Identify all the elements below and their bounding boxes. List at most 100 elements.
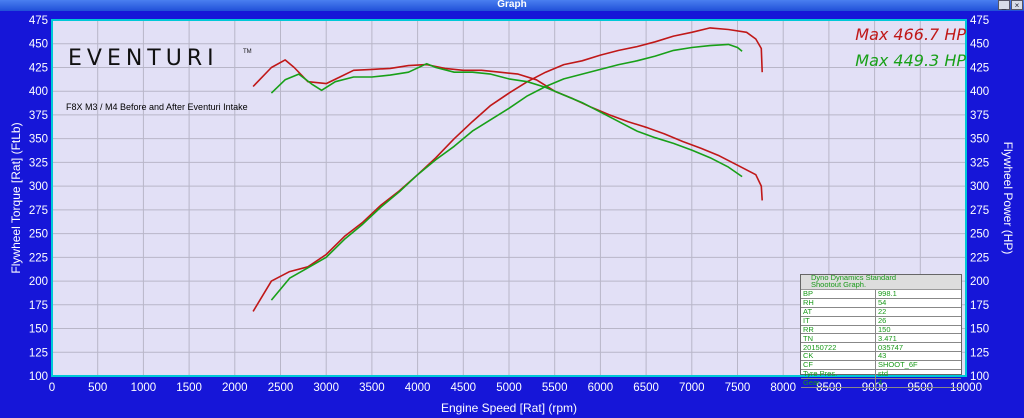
y-tick-label-left: 325 (29, 157, 48, 169)
info-value: 54 (875, 298, 961, 308)
info-key: BP (801, 290, 876, 299)
green-torque-curve (270, 62, 743, 178)
window-title: Graph (497, 0, 527, 10)
info-row: CF SHOOT_6F (801, 360, 961, 371)
y-tick-label-left: 275 (29, 205, 48, 217)
x-tick-label: 8000 (770, 382, 796, 394)
y-tick-label-left: 450 (29, 39, 48, 51)
info-row: CK 43 (801, 351, 961, 362)
info-value: 22 (875, 307, 961, 317)
x-tick-label: 3000 (313, 382, 339, 394)
y-tick-label-right: 275 (970, 205, 989, 217)
info-value: 4 (875, 378, 961, 388)
x-axis-label: Engine Speed [Rat] (rpm) (441, 401, 577, 415)
info-value: 998.1 (875, 290, 961, 299)
max-hp-green-label: Max 449.3 HP (855, 51, 966, 70)
y-ticks-right: 100 125 150 175 200 225 250 275 300 325 350 375 400 4… (970, 15, 989, 383)
info-key: CK (801, 351, 876, 362)
y-tick-label-right: 125 (970, 347, 989, 359)
info-value: 3.471 (875, 333, 961, 344)
chart-subtitle: F8X M3 / M4 Before and After Eventuri In… (66, 102, 248, 112)
window-titlebar: Graph _ × (0, 0, 1024, 11)
info-row: Tyre Pres. std (801, 369, 961, 379)
x-tick-label: 7500 (725, 382, 751, 394)
x-tick-label: 2500 (268, 382, 294, 394)
y-tick-label-right: 375 (970, 110, 989, 122)
info-table: BP 998.1 RH 54 AT 22 IT 26 RR 150 TN 3.471 20150722 0… (801, 290, 961, 388)
info-key: RH (801, 298, 876, 308)
info-key: Gear (801, 378, 876, 388)
info-value: 035747 (875, 342, 961, 353)
red-torque-curve (252, 59, 763, 201)
x-tick-label: 0 (49, 382, 55, 394)
y-tick-label-right: 100 (970, 371, 989, 383)
y-tick-label-left: 425 (29, 62, 48, 74)
y-tick-label-right: 400 (970, 86, 989, 98)
x-tick-label: 3500 (359, 382, 385, 394)
info-row: TN 3.471 (801, 333, 961, 344)
info-key: TN (801, 333, 876, 344)
logo-trademark: TM (243, 49, 252, 55)
info-value: std (875, 369, 961, 379)
y-tick-label-left: 375 (29, 110, 48, 122)
x-tick-label: 7000 (679, 382, 705, 394)
y-tick-label-left: 475 (29, 15, 48, 27)
y-tick-label-right: 225 (970, 252, 989, 264)
info-row: IT 26 (801, 316, 961, 326)
y-tick-label-right: 200 (970, 276, 989, 288)
y-tick-label-right: 475 (970, 15, 989, 27)
info-header-line-1: Dyno Dynamics Standard (811, 273, 897, 282)
x-tick-label: 6000 (588, 382, 614, 394)
x-tick-label: 1500 (176, 382, 202, 394)
y-tick-label-right: 450 (970, 39, 989, 51)
x-tick-label: 2000 (222, 382, 248, 394)
green-power-curve (270, 43, 743, 301)
info-key: CF (801, 360, 876, 371)
info-box-header: Dyno Dynamics Standard Shootout Graph. (801, 273, 961, 290)
x-tick-label: 5500 (542, 382, 568, 394)
eventuri-logo: EVENTURI (68, 46, 219, 71)
info-value: 150 (875, 325, 961, 335)
y-tick-label-left: 200 (29, 276, 48, 288)
x-tick-label: 4000 (405, 382, 431, 394)
y-axis-label-right: Flywheel Power (HP) (1001, 142, 1015, 255)
max-hp-red-label: Max 466.7 HP (855, 25, 966, 44)
info-key: 20150722 (801, 342, 876, 353)
x-tick-label: 1000 (131, 382, 157, 394)
info-row: BP 998.1 (801, 290, 961, 299)
info-row: AT 22 (801, 307, 961, 317)
minimize-button[interactable]: _ (998, 0, 1010, 10)
y-tick-label-left: 100 (29, 371, 48, 383)
y-tick-label-left: 300 (29, 181, 48, 193)
x-tick-label: 4500 (451, 382, 477, 394)
info-key: RR (801, 325, 876, 335)
info-row: 20150722 035747 (801, 342, 961, 353)
close-button[interactable]: × (1011, 0, 1023, 10)
y-tick-label-left: 400 (29, 86, 48, 98)
info-header-line-2: Shootout Graph. (811, 279, 867, 289)
y-tick-label-left: 150 (29, 324, 48, 336)
info-row: Gear 4 (801, 378, 961, 388)
y-tick-label-right: 425 (970, 62, 989, 74)
series-layer (252, 27, 763, 312)
y-tick-label-left: 225 (29, 252, 48, 264)
y-tick-label-left: 350 (29, 134, 48, 146)
info-key: Tyre Pres. (801, 369, 876, 379)
run-info-box: Dyno Dynamics Standard Shootout Graph. B… (800, 273, 962, 388)
y-tick-label-right: 325 (970, 157, 989, 169)
y-tick-label-right: 300 (970, 181, 989, 193)
y-ticks-left: 100 125 150 175 200 225 250 275 300 325 350 375 400 4… (29, 15, 48, 383)
y-axis-label-left: Flywheel Torque [Rat] (FtLb) (9, 122, 23, 273)
x-tick-label: 6500 (633, 382, 659, 394)
y-tick-label-right: 150 (970, 324, 989, 336)
y-tick-label-right: 250 (970, 229, 989, 241)
info-key: AT (801, 307, 876, 317)
info-row: RR 150 (801, 325, 961, 335)
info-value: 26 (875, 316, 961, 326)
y-tick-label-right: 350 (970, 134, 989, 146)
info-key: IT (801, 316, 876, 326)
info-value: SHOOT_6F (875, 360, 961, 371)
info-row: RH 54 (801, 298, 961, 308)
y-tick-label-left: 125 (29, 347, 48, 359)
